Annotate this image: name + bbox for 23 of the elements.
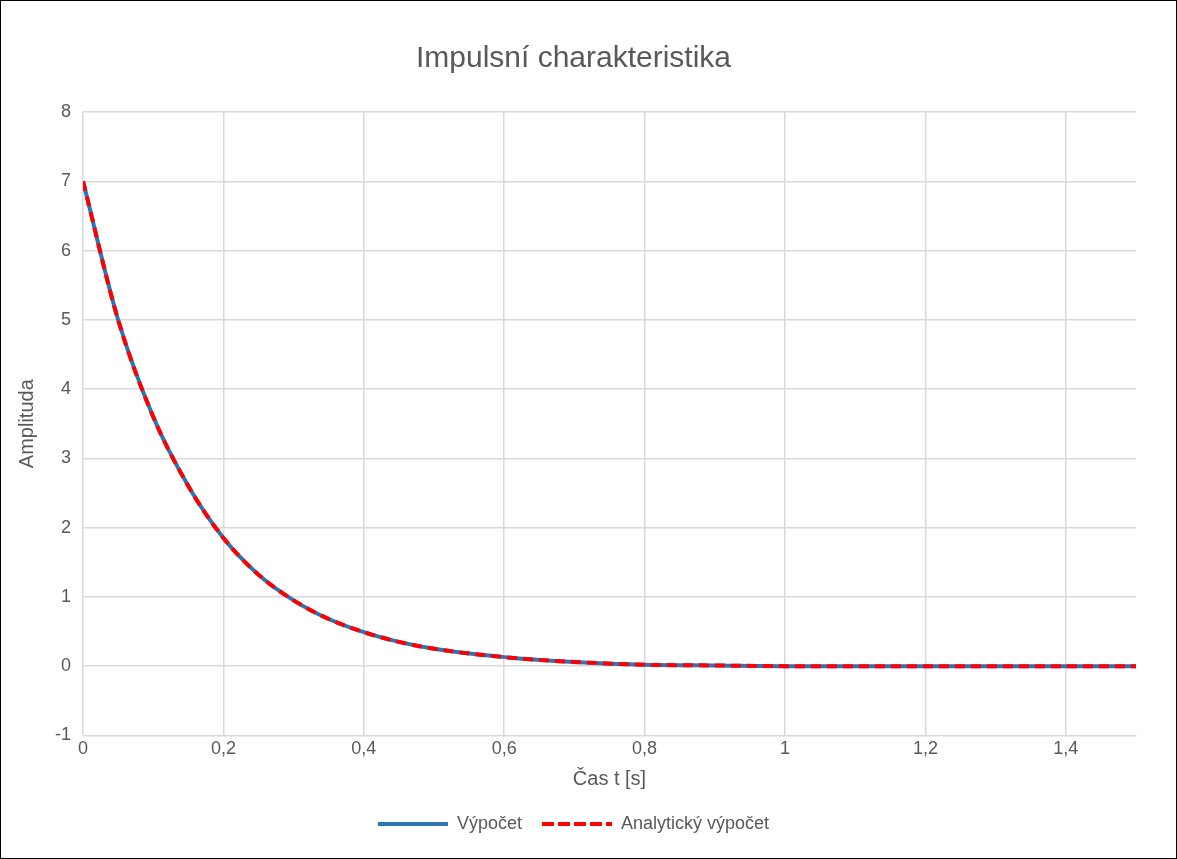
chart-title: Impulsní charakteristika (415, 40, 732, 74)
y-tick-label: 4 (60, 378, 71, 399)
y-tick-label: -1 (54, 724, 71, 745)
y-tick-label: 6 (60, 239, 71, 260)
y-axis-title: Amplituda (14, 378, 37, 469)
y-tick-label: 0 (60, 655, 71, 676)
legend-label: Analytický výpočet (620, 812, 770, 833)
y-tick-label: 1 (60, 585, 71, 606)
x-tick-label: 1,2 (912, 738, 938, 759)
y-tick-label: 8 (60, 100, 71, 121)
x-tick-label: 0,6 (491, 738, 517, 759)
legend-label: Výpočet (456, 812, 522, 833)
x-tick-label: 0,4 (351, 738, 377, 759)
x-tick-label: 0,8 (632, 738, 658, 759)
x-tick-label: 0 (78, 738, 89, 759)
y-tick-label: 7 (60, 170, 71, 191)
x-tick-label: 1,4 (1053, 738, 1079, 759)
y-tick-label: 2 (60, 516, 71, 537)
y-tick-label: 5 (60, 308, 71, 329)
y-tick-label: 3 (60, 447, 71, 468)
x-tick-label: 0,2 (210, 738, 236, 759)
x-axis-title: Čas t [s] (572, 766, 647, 789)
x-tick-label: 1 (779, 738, 791, 759)
